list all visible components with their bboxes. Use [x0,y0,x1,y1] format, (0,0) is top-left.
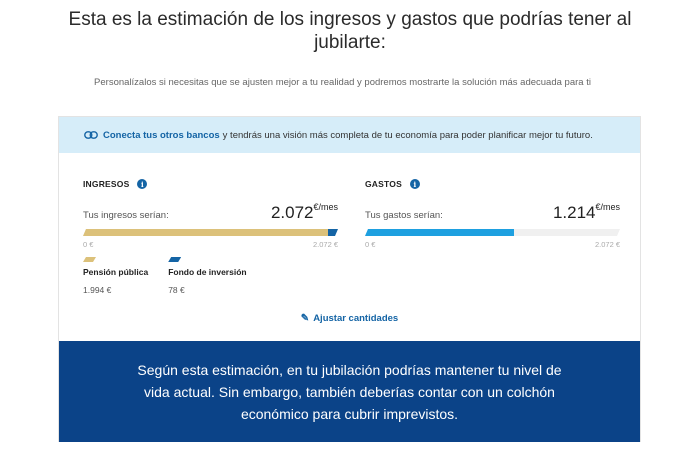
link-icon [84,131,98,139]
ingresos-scale-min: 0 € [83,240,94,249]
gastos-scale-min: 0 € [365,240,376,249]
gastos-bar [365,229,620,236]
estimation-card: Conecta tus otros bancos y tendrás una v… [58,116,641,442]
gastos-scale-max: 2.072 € [594,240,620,249]
ingresos-scale-max: 2.072 € [312,240,338,249]
summary-text: Según esta estimación, en tu jubilación … [137,361,562,422]
adjust-amounts-label: Ajustar cantidades [313,313,399,324]
legend-item-fondo: Fondo de inversión 78 € [168,257,247,295]
ingresos-bar-segment [83,229,328,236]
pencil-icon: ✎ [300,313,310,324]
ingresos-label: Tus ingresos serían: [83,210,169,221]
page-subtitle: Personalízalos si necesitas que se ajust… [94,77,591,88]
gastos-section: GASTOS i Tus gastos serían: 1.214€/mes 0… [365,179,620,252]
legend-value: 1.994 € [83,285,112,295]
connect-banks-text: y tendrás una visión más completa de tu … [222,129,593,141]
gastos-bar-fill [365,229,514,236]
ingresos-legend: Pensión pública 1.994 € Fondo de inversi… [83,257,267,295]
ingresos-amount: 2.072€/mes [270,202,338,222]
connect-banks-banner: Conecta tus otros bancos y tendrás una v… [59,117,640,153]
legend-swatch [83,257,96,262]
gastos-heading: GASTOS [365,179,402,189]
legend-name: Fondo de inversión [168,267,247,277]
gastos-amount: 1.214€/mes [552,202,620,222]
info-icon[interactable]: i [137,179,148,189]
info-icon[interactable]: i [409,179,420,189]
adjust-amounts-button[interactable]: ✎ Ajustar cantidades [59,313,640,324]
ingresos-heading: INGRESOS [83,179,130,189]
ingresos-bar-segment [328,229,338,236]
connect-banks-link[interactable]: Conecta tus otros bancos [103,129,220,141]
legend-swatch [168,257,181,262]
ingresos-section: INGRESOS i Tus ingresos serían: 2.072€/m… [83,179,338,252]
summary-footer: Según esta estimación, en tu jubilación … [59,341,640,442]
legend-item-pension: Pensión pública 1.994 € [83,257,148,295]
ingresos-bar [83,229,338,236]
page-title: Esta es la estimación de los ingresos y … [68,9,632,53]
gastos-label: Tus gastos serían: [365,210,443,221]
legend-value: 78 € [168,285,185,295]
legend-name: Pensión pública [83,267,149,277]
